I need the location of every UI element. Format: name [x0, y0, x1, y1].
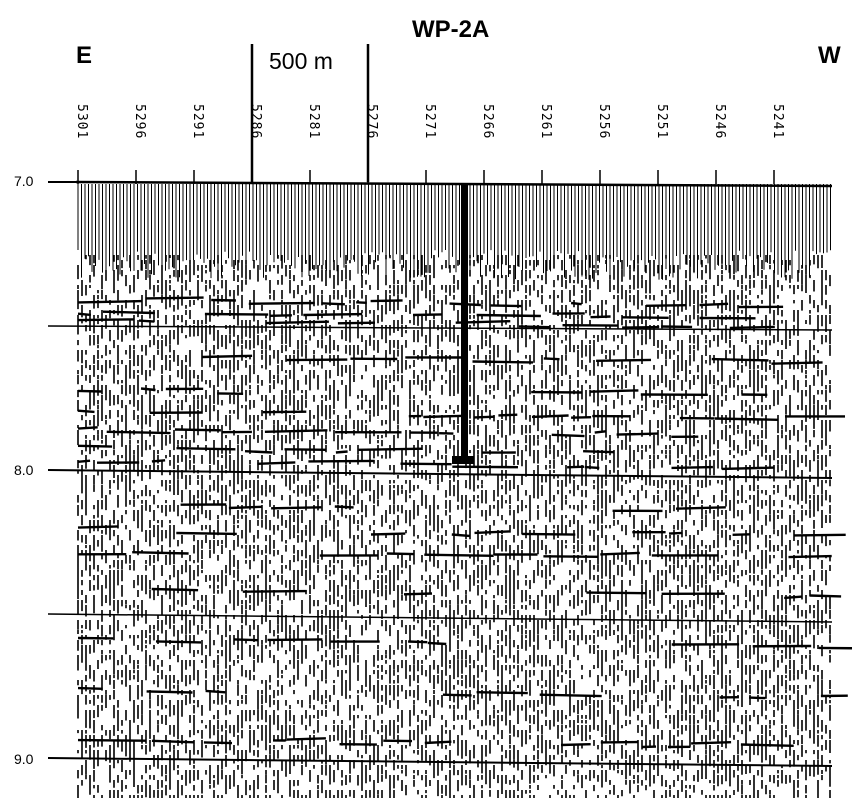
time-gridline-9-0: [47, 757, 833, 767]
cdp-label: 5291: [190, 104, 205, 140]
cdp-label: 5261: [538, 104, 553, 140]
time-axis-label: 9.0: [14, 751, 34, 767]
direction-label-east: E: [76, 42, 93, 69]
reflector-horizons: [77, 296, 852, 749]
cdp-label: 5241: [770, 104, 785, 140]
section-top-baseline: [75, 180, 833, 188]
cdp-label: 5251: [654, 104, 669, 140]
cdp-label: 5266: [480, 104, 495, 140]
cdp-label: 5301: [74, 104, 89, 140]
scale-bar-label: 500 m: [269, 48, 333, 74]
cdp-label: 5271: [422, 104, 437, 140]
well-td-marker: [452, 456, 474, 464]
time-gridline-8-5: [47, 613, 833, 623]
direction-label-west: W: [818, 42, 841, 69]
cdp-label: 5246: [712, 104, 727, 140]
well-wp-2a-track: [461, 184, 468, 460]
trace-header-zone: [77, 184, 831, 280]
section-title: WP-2A: [412, 16, 490, 43]
time-gridline-7-5: [47, 325, 833, 331]
cdp-label: 5296: [132, 104, 147, 140]
cdp-tick-marks: [77, 170, 775, 184]
cdp-label: 5281: [306, 104, 321, 140]
time-gridline-8-0: [47, 469, 833, 479]
cdp-label: 5256: [596, 104, 611, 140]
time-axis-label: 8.0: [14, 462, 34, 478]
time-axis-label: 7.0: [14, 173, 34, 189]
seismic-texture: [77, 255, 831, 798]
